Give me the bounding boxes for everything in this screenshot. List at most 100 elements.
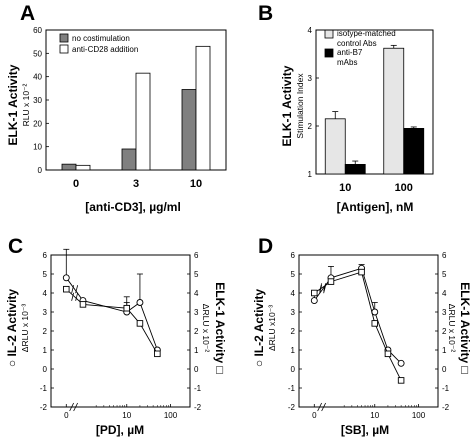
y-left-tick-label: 0 [43,365,48,374]
series-break [75,285,79,294]
series-break [323,283,327,292]
data-point-circle [62,274,70,282]
y-right-tick-label: -2 [194,403,202,412]
x-tick-label: 100 [412,411,426,420]
x-tick-label: 100 [395,182,413,194]
data-point-square [397,377,405,384]
y-left-tick-label: -1 [40,384,48,393]
y-left-tick-label: 1 [43,346,48,355]
panel-letter-a: A [20,2,35,25]
series-line [65,277,158,351]
axes-d: -2 -2 -1 -1 0 0 1 1 2 2 3 3 4 4 5 5 6 6 0 10 100 [288,251,450,420]
y-right-title: ELK-1 Activity □ [458,282,472,374]
x-tick-label: 10 [370,411,379,420]
bars-a [61,45,211,171]
series-break [71,285,75,294]
plot-frame [50,254,191,408]
y-tick-label: 0 [38,166,43,175]
y-right-tick-label: 0 [194,365,199,374]
data-point-circle [397,359,405,367]
bar [195,45,211,171]
y-left-tick-label: 1 [291,346,296,355]
y-left-tick-label: 6 [43,251,48,260]
plot-frame [315,29,434,175]
bar [121,148,137,171]
y-left-tick-label: 0 [291,365,296,374]
y-axis-title: ELK-1 Activity [280,65,294,146]
y-tick-label: 60 [33,26,42,35]
y-right-tick-label: 4 [442,289,447,298]
y-left-tick-label: 3 [291,308,296,317]
panel-a: A no costimulation anti-CD28 addition 0 1… [6,2,227,214]
y-tick-label: 50 [33,49,42,58]
bar [383,47,405,175]
y-left-tick-label: 3 [43,308,48,317]
series-line [314,271,402,381]
bar [403,127,425,175]
y-left-tick-label: -2 [40,403,48,412]
y-tick-label: 4 [308,26,313,35]
y-axis-units: RLU x 10⁻² [21,83,31,126]
legend: isotype-matched control Abs anti-B7 mAbs [324,29,398,67]
y-right-units: ΔRLU x 10⁻² [447,304,457,353]
x-axis-break [69,402,74,412]
axes-c: -2 -2 -1 -1 0 0 1 1 2 2 3 3 4 4 5 5 6 6 0 10 100 [40,251,202,420]
y-left-units: ΔRLU x 10⁻³ [20,304,30,353]
y-right-tick-label: 1 [194,346,199,355]
legend: no costimulation anti-CD28 addition [59,33,138,54]
legend-swatch-0 [324,29,334,39]
y-right-tick-label: 2 [194,327,199,336]
x-tick-label: 100 [164,411,178,420]
x-tick-label: 0 [312,411,317,420]
panel-letter-c: C [8,235,23,258]
x-axis-break [321,402,326,412]
x-axis-title: [PD], µM [96,423,144,437]
y-left-title: ○ IL-2 Activity [252,289,266,367]
y-left-tick-label: 2 [43,327,48,336]
legend-swatch-0 [59,33,69,43]
y-tick-label: 40 [33,73,42,82]
y-right-tick-label: 6 [442,251,447,260]
data-point-square [79,301,87,308]
bar [181,89,197,171]
bar [135,72,151,171]
legend-label-0: isotype-matched control Abs [337,29,398,48]
bar [61,163,77,171]
panel-letter-b: B [258,2,273,25]
axes-b: 1 2 3 4 10 100 [308,26,434,194]
series-line [65,288,158,355]
y-left-tick-label: 5 [43,270,48,279]
data-point-square [371,320,379,327]
y-axis-units: Stimulation Index [295,73,305,139]
y-tick-label: 3 [308,74,313,83]
legend-label-1-line1: anti-B7 [337,48,363,57]
bar [344,163,366,175]
x-axis-break [73,402,78,412]
y-right-tick-label: 5 [442,270,447,279]
y-right-tick-label: 2 [442,327,447,336]
x-axis-title: [anti-CD3], µg/ml [85,200,181,214]
x-tick-label: 0 [64,411,69,420]
y-left-tick-label: 4 [43,289,48,298]
panel-d: D -2 -2 -1 -1 0 0 1 1 2 2 3 3 4 4 5 5 6 6 0 10 100 ○ IL-2 Ac… [252,235,472,437]
x-tick-label: 0 [73,178,79,190]
data-point-square [384,350,392,358]
x-tick-label: 10 [339,182,351,194]
y-right-tick-label: 1 [442,346,447,355]
y-right-tick-label: 4 [194,289,199,298]
y-right-units: ΔRLU x 10⁻² [201,304,211,353]
y-right-tick-label: 5 [194,270,199,279]
y-tick-label: 20 [33,119,42,128]
bar [324,118,346,175]
legend-label-0-line2: control Abs [337,39,377,48]
legend-label-0: no costimulation [72,34,130,43]
panel-c: C -2 -2 -1 -1 0 0 1 1 2 2 3 3 4 4 5 5 6 6 0 10 100 ○ IL-2 Ac… [5,235,227,437]
x-axis-title: [SB], µM [341,423,389,437]
y-right-tick-label: 3 [442,308,447,317]
legend-label-1: anti-CD28 addition [72,45,138,54]
y-right-title-text: ELK-1 Activity [213,282,227,363]
data-point-square [136,320,144,327]
y-right-title: ELK-1 Activity □ [213,282,227,374]
data-point-square [63,285,70,293]
